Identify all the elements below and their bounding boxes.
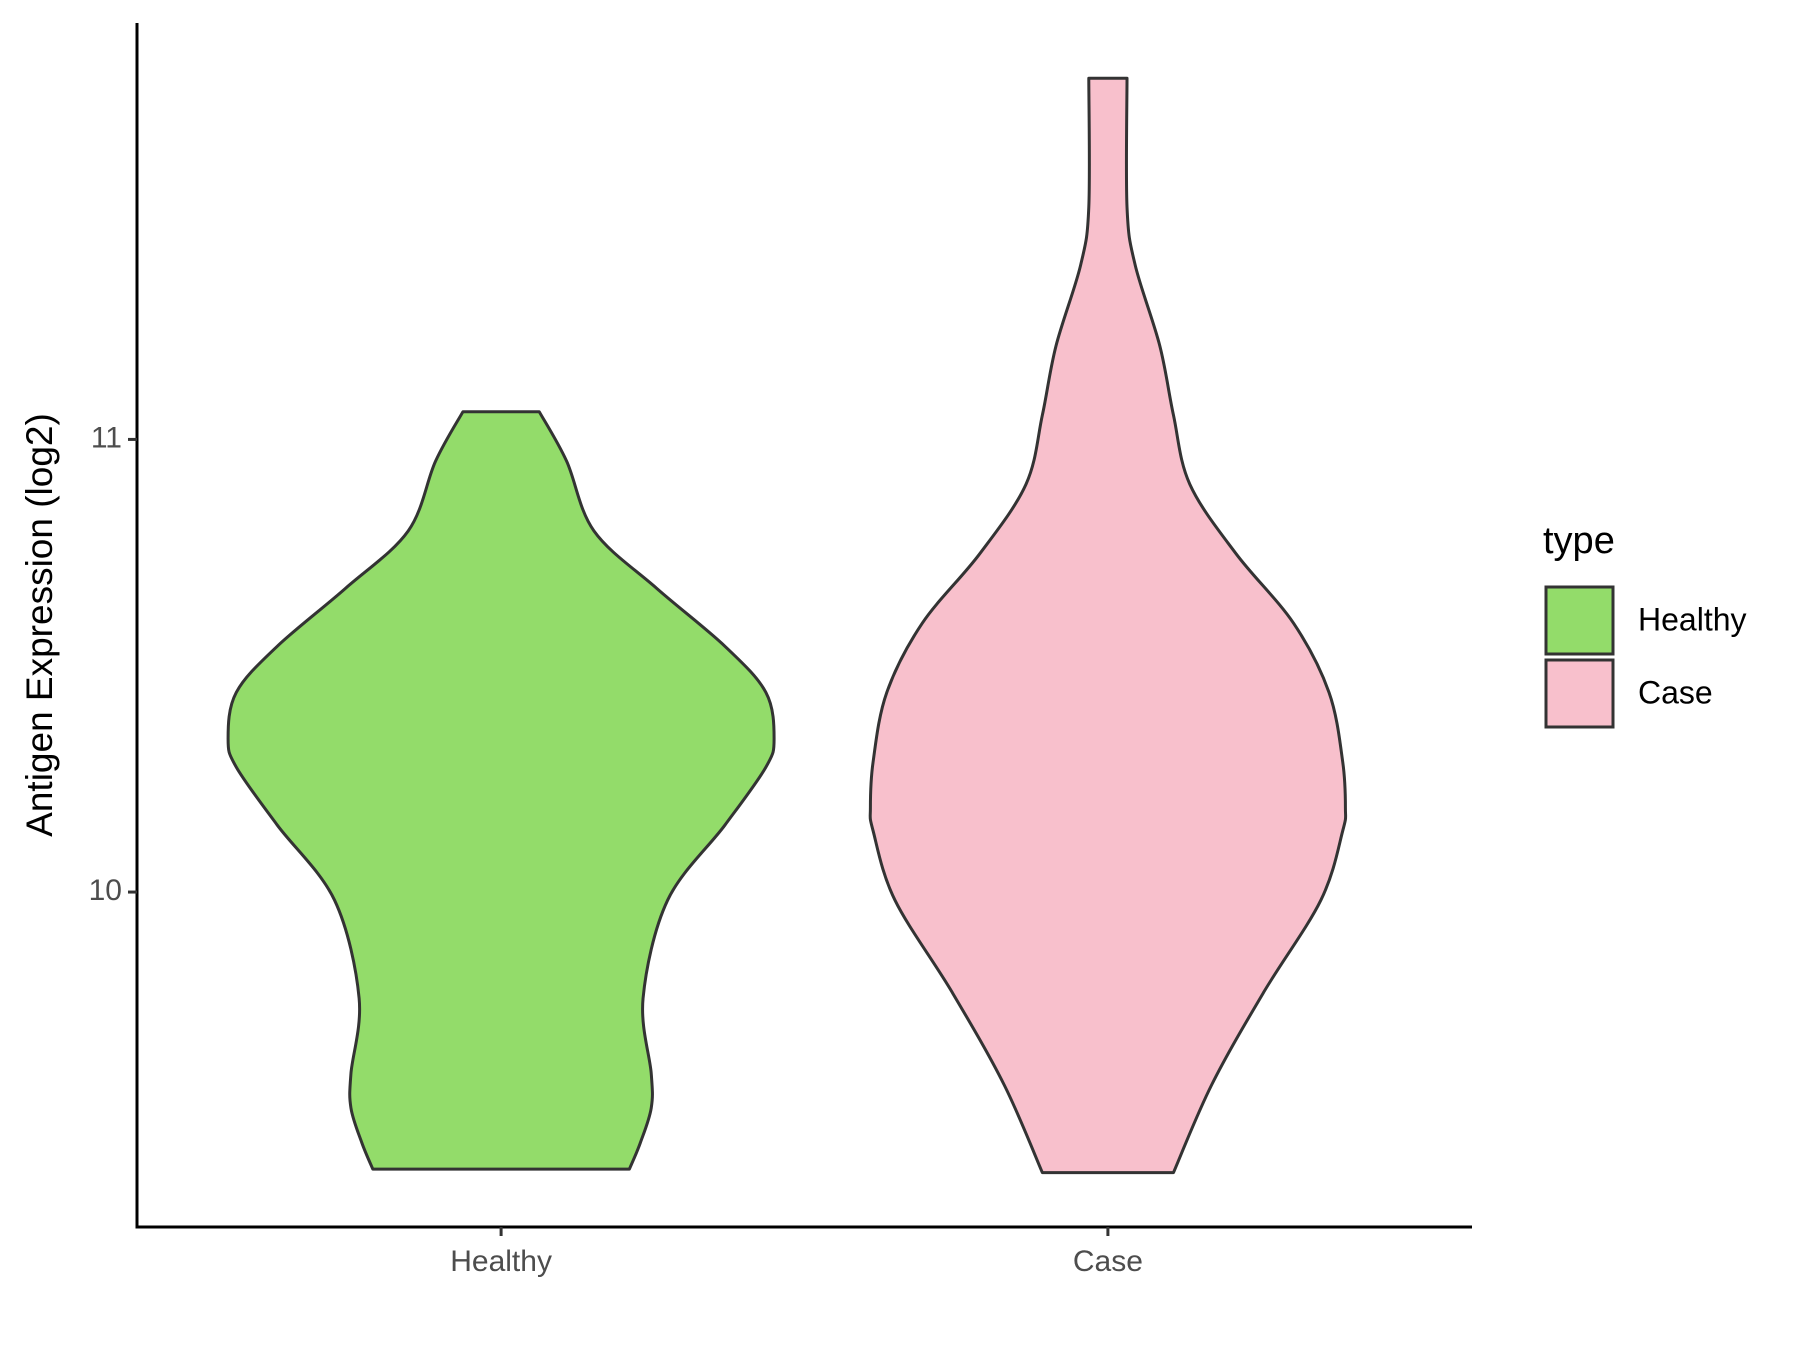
y-axis-title: Antigen Expression (log2) — [19, 413, 60, 837]
legend-label: Healthy — [1638, 601, 1747, 637]
violin — [226, 410, 776, 1171]
y-tick-label: 10 — [89, 874, 122, 907]
violin — [868, 76, 1348, 1175]
legend-title: type — [1543, 520, 1615, 562]
legend-key — [1544, 658, 1615, 729]
y-tick-label: 11 — [91, 421, 122, 454]
legend-key — [1544, 585, 1615, 656]
x-tick-label: Case — [1073, 1245, 1143, 1278]
legend-label: Case — [1638, 674, 1713, 710]
x-tick-label: Healthy — [450, 1245, 552, 1278]
